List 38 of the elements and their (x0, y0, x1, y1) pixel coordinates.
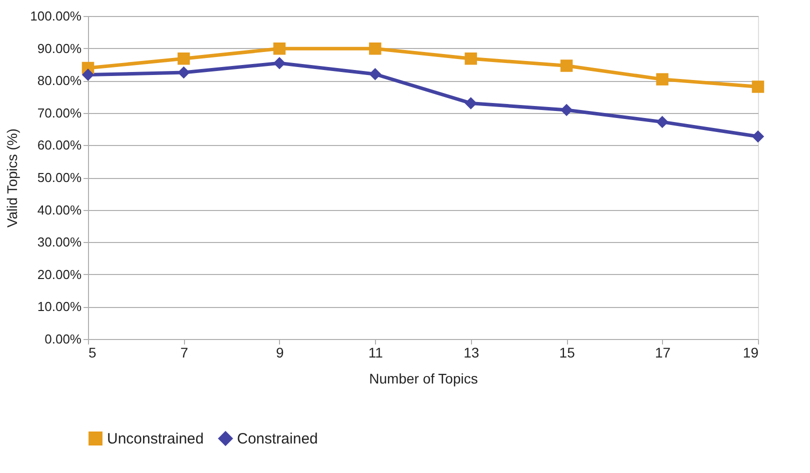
point (560, 60, 573, 72)
y-tick-label: 60.00% (37, 138, 82, 153)
point (560, 104, 573, 116)
y-tick-label: 30.00% (37, 234, 82, 250)
x-tick-label: 13 (464, 344, 480, 360)
y-tick-label: 100.00% (30, 8, 82, 24)
y-tick-label: 50.00% (37, 170, 82, 185)
point (656, 73, 668, 86)
x-tick-label: 19 (742, 344, 759, 360)
y-tick-label: 90.00% (37, 40, 82, 56)
x-tick-label: 9 (276, 344, 284, 360)
y-tick-label: 0.00% (44, 332, 82, 346)
point (464, 52, 477, 65)
point (273, 57, 286, 70)
x-tick-label: 17 (654, 344, 671, 360)
x-tick-label: 7 (180, 344, 188, 360)
point (178, 66, 190, 79)
y-tick-label: 80.00% (37, 73, 82, 88)
point (752, 80, 764, 93)
y-axis-title: Valid Topics (%) (4, 128, 20, 228)
y-tick-label: 20.00% (37, 266, 82, 282)
y-tick-label: 40.00% (37, 202, 82, 218)
legend-label: Unconstrained (107, 430, 204, 448)
point (464, 97, 477, 110)
y-tick-label: 70.00% (37, 105, 82, 120)
x-tick-label: 11 (368, 344, 384, 360)
x-tick-label: 15 (559, 344, 576, 360)
x-tick-label: 5 (88, 344, 96, 360)
y-tick-label: 10.00% (37, 299, 82, 314)
point (369, 42, 382, 55)
point (82, 68, 94, 81)
legend-label: Constrained (237, 430, 318, 448)
point (178, 52, 190, 65)
x-axis-title: Number of Topics (369, 370, 478, 386)
point (656, 116, 668, 128)
point (273, 42, 286, 55)
point (369, 68, 382, 80)
point (752, 130, 764, 143)
